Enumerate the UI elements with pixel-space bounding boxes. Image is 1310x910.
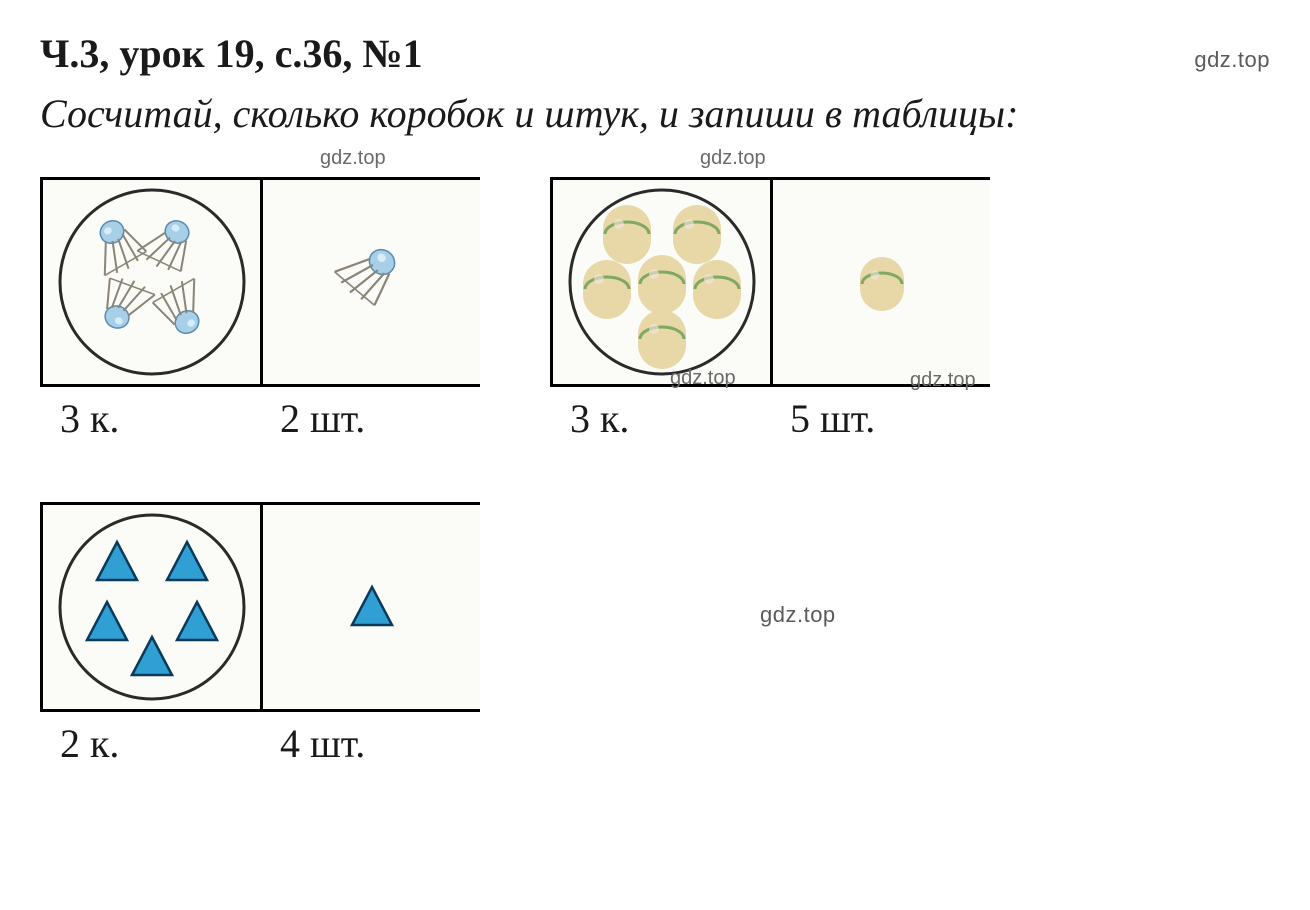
watermark-top: gdz.top — [1194, 47, 1270, 73]
cell-shuttlecocks-circle — [40, 177, 260, 387]
watermark-2: gdz.top — [700, 147, 766, 170]
balls-circle-svg — [562, 182, 762, 382]
group-triangles: 2 к. 4 шт. — [40, 502, 480, 767]
ball-icon — [583, 260, 631, 319]
watermark-3: gdz.top — [670, 367, 736, 390]
watermark-row: gdz.top gdz.top — [40, 147, 1270, 173]
triangle-icon — [132, 637, 172, 675]
triangles-circle-svg — [52, 507, 252, 707]
triangle-icon — [87, 602, 127, 640]
watermark-1: gdz.top — [320, 147, 386, 170]
cell-triangles-circle — [40, 502, 260, 712]
label-group1-pieces: 2 шт. — [260, 387, 480, 442]
ball-icon — [638, 255, 686, 314]
group-balls: 3 к. 5 шт. gdz.top gdz.top — [550, 177, 990, 442]
label-group2-boxes: 3 к. — [550, 387, 770, 442]
shuttlecocks-circle-svg — [52, 182, 252, 382]
watermark-4: gdz.top — [910, 369, 976, 392]
label-group2-pieces: 5 шт. — [770, 387, 990, 442]
label-group3-pieces: 4 шт. — [260, 712, 480, 767]
triangle-loose-svg — [312, 547, 432, 667]
triangle-icon — [167, 542, 207, 580]
cell-shuttlecocks-loose — [260, 177, 480, 387]
triangle-icon — [97, 542, 137, 580]
ball-icon — [673, 205, 721, 264]
label-group3-boxes: 2 к. — [40, 712, 260, 767]
ball-icon — [638, 310, 686, 369]
ball-icon — [693, 260, 741, 319]
ball-icon — [603, 205, 651, 264]
instruction-text: Сосчитай, сколько коробок и штук, и запи… — [40, 87, 1270, 141]
cell-balls-loose — [770, 177, 990, 387]
tables-row-2: 2 к. 4 шт. gdz.top — [40, 502, 1270, 767]
label-group1-boxes: 3 к. — [40, 387, 260, 442]
watermark-5: gdz.top — [760, 602, 836, 628]
tables-row-1: 3 к. 2 шт. — [40, 177, 1270, 442]
cell-triangles-loose — [260, 502, 480, 712]
page-title: Ч.3, урок 19, с.36, №1 — [40, 30, 423, 77]
cell-balls-circle — [550, 177, 770, 387]
triangle-icon — [177, 602, 217, 640]
shuttlecock-loose-svg — [312, 222, 432, 342]
group-shuttlecocks: 3 к. 2 шт. — [40, 177, 480, 442]
ball-loose-svg — [822, 222, 942, 342]
